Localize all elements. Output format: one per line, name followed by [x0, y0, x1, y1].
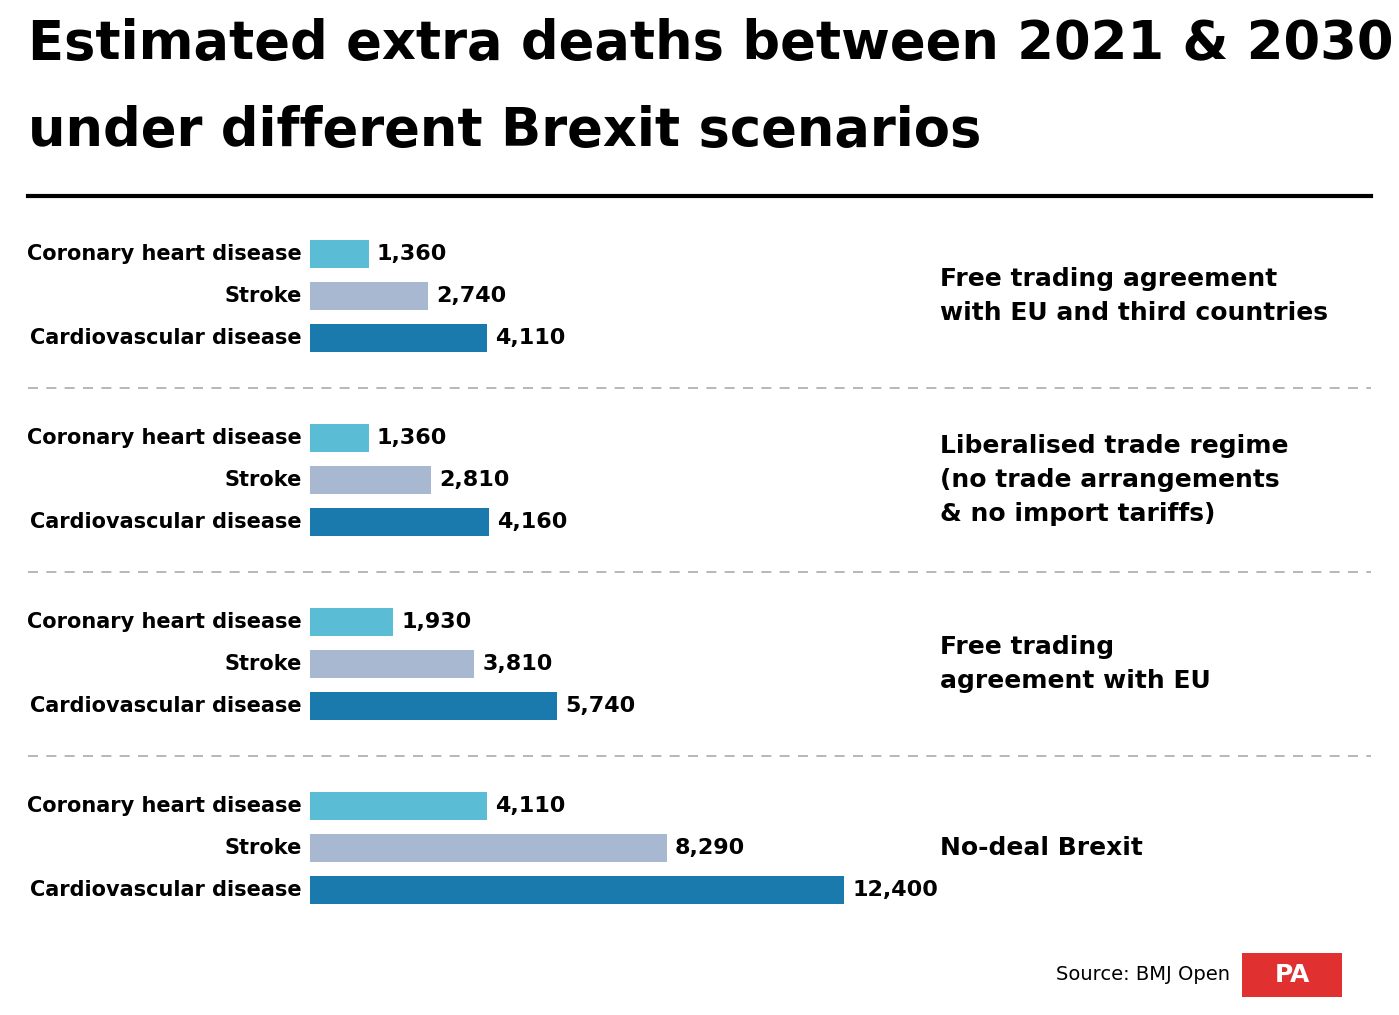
Text: 4,160: 4,160: [497, 512, 568, 532]
Text: 1,360: 1,360: [376, 428, 446, 448]
Bar: [311, 692, 557, 720]
Text: PA: PA: [1274, 963, 1309, 987]
Bar: [311, 466, 431, 494]
Bar: [311, 608, 393, 636]
Text: No-deal Brexit: No-deal Brexit: [940, 836, 1143, 860]
Text: 2,810: 2,810: [439, 470, 509, 490]
Bar: [1242, 953, 1342, 997]
Text: Cardiovascular disease: Cardiovascular disease: [31, 880, 302, 900]
Text: Cardiovascular disease: Cardiovascular disease: [31, 512, 302, 532]
Text: 2,740: 2,740: [436, 286, 506, 306]
Text: Stroke: Stroke: [225, 838, 302, 858]
Bar: [311, 876, 844, 904]
Bar: [311, 282, 428, 310]
Text: Stroke: Stroke: [225, 470, 302, 490]
Text: Stroke: Stroke: [225, 654, 302, 674]
Text: 4,110: 4,110: [495, 328, 565, 348]
Bar: [311, 508, 490, 536]
Bar: [311, 650, 474, 678]
Text: 3,810: 3,810: [483, 654, 553, 674]
Text: Stroke: Stroke: [225, 286, 302, 306]
Text: Cardiovascular disease: Cardiovascular disease: [31, 696, 302, 716]
Bar: [311, 792, 487, 820]
Text: 5,740: 5,740: [565, 696, 635, 716]
Text: under different Brexit scenarios: under different Brexit scenarios: [28, 105, 981, 157]
Text: Cardiovascular disease: Cardiovascular disease: [31, 328, 302, 348]
Text: Estimated extra deaths between 2021 & 2030: Estimated extra deaths between 2021 & 20…: [28, 18, 1393, 70]
Text: Source: BMJ Open: Source: BMJ Open: [1056, 965, 1230, 985]
Text: Coronary heart disease: Coronary heart disease: [27, 796, 302, 816]
Text: Coronary heart disease: Coronary heart disease: [27, 612, 302, 632]
Text: 4,110: 4,110: [495, 796, 565, 816]
Text: 1,930: 1,930: [402, 612, 471, 632]
Text: Liberalised trade regime
(no trade arrangements
& no import tariffs): Liberalised trade regime (no trade arran…: [940, 434, 1288, 526]
Text: 1,360: 1,360: [376, 244, 446, 264]
Bar: [311, 240, 368, 268]
Text: Free trading agreement
with EU and third countries: Free trading agreement with EU and third…: [940, 267, 1328, 325]
Bar: [311, 834, 667, 862]
Text: 12,400: 12,400: [852, 880, 937, 900]
Bar: [311, 424, 368, 452]
Text: Free trading
agreement with EU: Free trading agreement with EU: [940, 635, 1210, 693]
Text: Coronary heart disease: Coronary heart disease: [27, 428, 302, 448]
Text: 8,290: 8,290: [676, 838, 746, 858]
Text: Coronary heart disease: Coronary heart disease: [27, 244, 302, 264]
Bar: [311, 324, 487, 352]
